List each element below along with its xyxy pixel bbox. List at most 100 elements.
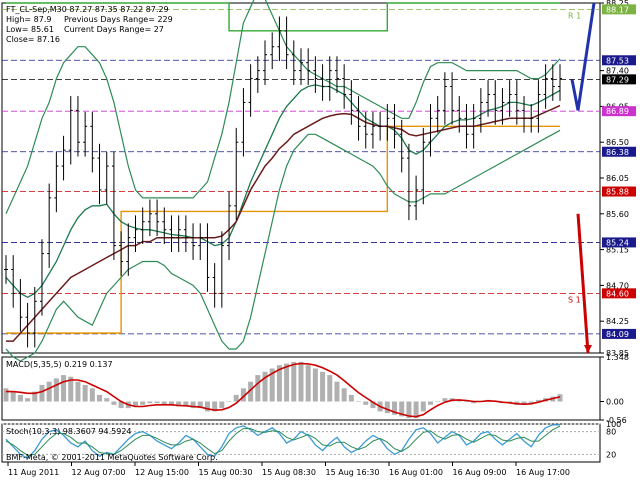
macd-histogram-bar [204,401,210,412]
x-tick-label: 12 Aug 15:00 [135,468,189,477]
moving-average-fast-line [5,84,561,299]
price-y-tick-label: 83.85 [606,349,629,358]
macd-histogram-bar [463,401,469,403]
price-y-tick-label: 84.70 [606,281,629,290]
price-level-tag-bg [602,106,636,117]
price-level-tag-bg [602,55,636,66]
price-level-tag-bg [602,146,636,157]
price-y-tick-label: 86.05 [606,174,629,183]
macd-histogram-bar [320,371,326,402]
macd-histogram-bar [255,375,261,402]
forecast-down-arrowhead [584,345,592,353]
x-tick-label: 12 Aug 07:00 [72,468,126,477]
macd-histogram-bar [528,401,534,404]
macd-histogram-bar [392,401,398,415]
macd-histogram-bar [363,401,369,405]
price-level-tag-bg [602,237,636,248]
macd-histogram-bar [25,398,31,402]
current-range-label: Current Days Range= 27 [64,25,164,34]
macd-histogram-bar [82,385,88,402]
macd-signal-line [6,362,561,418]
x-tick-label: 16 Aug 01:00 [389,468,443,477]
stoch-label: Stoch(10,3,3) 98.3607 94.5924 [6,427,132,436]
previous-range-label: Previous Days Range= 229 [64,15,173,24]
macd-histogram-bar [471,401,477,404]
macd-histogram-bar [370,401,376,409]
macd-histogram-bar [384,401,390,414]
macd-histogram-bar [61,375,67,402]
stoch-main-line [5,424,560,460]
macd-histogram-bar [240,388,246,402]
macd-histogram-bar [17,394,23,402]
macd-histogram-bar [427,401,433,405]
macd-histogram-bar [276,365,282,402]
price-level-tag-label: 84.09 [606,330,629,339]
macd-histogram-bar [305,365,311,402]
price-level-tag-bg [602,74,636,85]
day-low-step-line [6,125,560,334]
macd-histogram-bar [154,401,160,404]
macd-y-tick-label: -0.56 [606,416,627,425]
macd-histogram-bar [262,371,268,402]
macd-histogram-bar [104,398,110,402]
macd-histogram-bar [535,399,541,402]
macd-histogram-bar [348,394,354,402]
x-tick-label: 11 Aug 2011 [8,468,59,477]
macd-histogram-bar [291,361,297,402]
x-tick-label: 16 Aug 17:00 [516,468,570,477]
price-level-tag-label: 86.89 [606,107,629,116]
macd-histogram-bar [46,381,52,402]
x-tick-label: 16 Aug 09:00 [453,468,507,477]
macd-histogram-bar [168,401,174,405]
macd-histogram-bar [226,401,232,403]
macd-histogram-bar [233,394,239,402]
macd-histogram-bar [111,401,117,405]
pivot-name-label: R 1 [568,11,581,20]
macd-histogram-bar [39,385,45,402]
macd-histogram-bar [420,401,426,412]
macd-histogram-bar [197,401,203,409]
macd-histogram-bar [435,401,441,403]
high-info-label: High= 87.9 [6,15,51,24]
price-y-tick-label: 85.15 [606,246,629,255]
macd-histogram-bar [442,398,448,402]
pivot-name-label: S 1 [568,295,581,304]
x-tick-label: 15 Aug 16:30 [326,468,380,477]
day-high-step-line [6,2,560,32]
macd-histogram-bar [147,401,153,404]
macd-histogram-bar [97,394,103,402]
macd-histogram-bar [68,376,74,402]
macd-histogram-bar [406,401,412,419]
stoch-panel-frame [1,423,601,463]
price-level-tag-label: 85.88 [606,188,629,197]
macd-histogram-bar [212,401,218,412]
macd-histogram-bar [219,401,225,409]
macd-histogram-bar [32,391,38,402]
close-info-label: Close= 87.16 [6,35,60,44]
price-level-tag-label: 88.17 [606,5,629,14]
x-tick-label: 15 Aug 08:30 [262,468,316,477]
stoch-y-tick-label: 20 [606,450,616,459]
price-level-tag-bg [602,4,636,15]
price-level-tag-label: 86.38 [606,148,629,157]
price-y-tick-label: 84.25 [606,317,629,326]
forecast-down-arrow [576,213,590,354]
macd-histogram-bar [284,363,290,402]
price-level-tag-bg [602,328,636,339]
low-info-label: Low= 85.61 [6,25,54,34]
price-y-tick-label: 87.40 [606,67,629,76]
macd-histogram-bar [341,388,347,402]
price-level-tag-label: 87.53 [606,56,629,65]
copyright-label: BMF-Meta, © 2001-2011 MetaQuotes Softwar… [6,453,218,462]
x-tick-label: 15 Aug 00:30 [199,468,253,477]
forecast-up-arrow [570,2,596,111]
macd-histogram-bar [176,401,182,407]
price-y-tick-label: 88.25 [606,0,629,8]
macd-histogram-bar [248,381,254,402]
price-level-tag-label: 85.24 [606,238,629,247]
macd-histogram-bar [75,381,81,402]
macd-label: MACD(5,35,5) 0.219 0.137 [6,360,113,369]
macd-histogram-bar [312,368,318,402]
price-y-tick-label: 86.50 [606,138,629,147]
